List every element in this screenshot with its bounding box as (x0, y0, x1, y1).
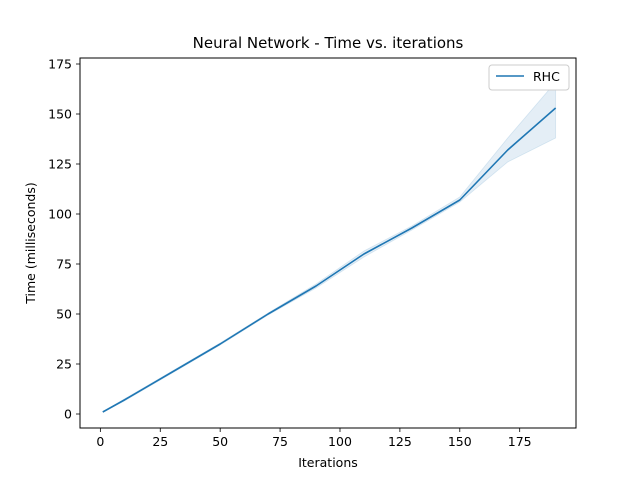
series-lines (102, 107, 557, 413)
y-tick-label: 100 (48, 207, 72, 222)
x-axis-ticks: 0 25 50 75 100 125 150 175 (96, 428, 532, 449)
x-tick-label: 100 (328, 434, 352, 449)
y-tick-label: 125 (48, 157, 72, 172)
axes-frame (79, 57, 577, 429)
x-tick-label: 150 (448, 434, 472, 449)
x-tick-label: 0 (96, 434, 104, 449)
y-tick-label: 175 (48, 57, 72, 72)
y-axis-label: Time (milliseconds) (23, 182, 38, 304)
x-tick-label: 25 (152, 434, 168, 449)
y-tick-label: 50 (56, 307, 72, 322)
x-axis-label: Iterations (298, 455, 358, 470)
chart-title: Neural Network - Time vs. iterations (193, 34, 464, 52)
confidence-band-rhc (102, 80, 557, 413)
legend-label-rhc: RHC (533, 69, 560, 84)
x-tick-label: 125 (388, 434, 412, 449)
legend-box (488, 64, 570, 91)
x-tick-label: 50 (212, 434, 228, 449)
y-tick-label: 150 (48, 107, 72, 122)
y-tick-label: 75 (56, 257, 72, 272)
x-tick-label: 75 (272, 434, 288, 449)
y-tick-label: 25 (56, 357, 72, 372)
confidence-bands (102, 80, 557, 413)
plot-area (79, 57, 577, 429)
y-tick-label: 0 (64, 407, 72, 422)
y-axis-ticks: 0 25 50 75 100 125 150 175 (48, 57, 80, 422)
x-tick-label: 175 (508, 434, 532, 449)
legend: RHC (488, 64, 570, 91)
series-line-rhc (102, 107, 557, 413)
